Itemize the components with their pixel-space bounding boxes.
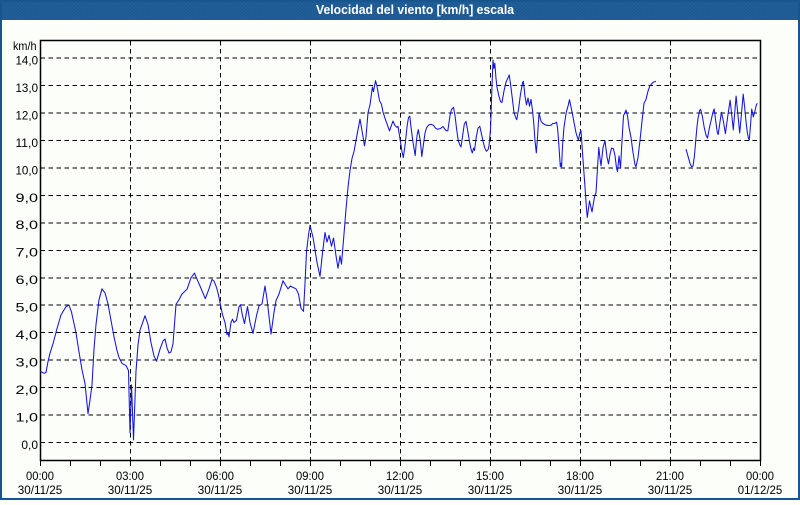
svg-text:4,0: 4,0	[16, 328, 39, 342]
svg-text:30/11/25: 30/11/25	[18, 483, 63, 497]
svg-text:11,0: 11,0	[16, 136, 39, 150]
svg-text:km/h: km/h	[13, 39, 37, 53]
svg-text:30/11/25: 30/11/25	[558, 483, 603, 497]
svg-text:30/11/25: 30/11/25	[378, 483, 423, 497]
svg-text:13,0: 13,0	[16, 81, 39, 95]
svg-text:30/11/25: 30/11/25	[648, 483, 693, 497]
svg-text:06:00: 06:00	[206, 469, 234, 483]
svg-text:14,0: 14,0	[16, 54, 39, 68]
svg-text:10,0: 10,0	[16, 163, 39, 177]
svg-text:7,0: 7,0	[16, 246, 39, 260]
svg-text:03:00: 03:00	[116, 469, 144, 483]
svg-text:Velocidad del viento [km/h] es: Velocidad del viento [km/h] escala	[316, 3, 515, 17]
svg-text:30/11/25: 30/11/25	[108, 483, 153, 497]
svg-text:30/11/25: 30/11/25	[288, 483, 333, 497]
svg-text:18:00: 18:00	[566, 469, 594, 483]
svg-text:12,0: 12,0	[16, 108, 39, 122]
svg-text:1,0: 1,0	[16, 410, 39, 424]
svg-text:5,0: 5,0	[16, 301, 39, 315]
svg-text:30/11/25: 30/11/25	[468, 483, 513, 497]
svg-text:01/12/25: 01/12/25	[738, 483, 783, 497]
svg-text:00:00: 00:00	[746, 469, 774, 483]
svg-text:6,0: 6,0	[16, 273, 39, 287]
svg-text:21:00: 21:00	[656, 469, 684, 483]
svg-text:15:00: 15:00	[476, 469, 504, 483]
svg-text:8,0: 8,0	[16, 218, 39, 232]
svg-text:9,0: 9,0	[16, 191, 39, 205]
svg-text:3,0: 3,0	[16, 355, 39, 369]
svg-text:30/11/25: 30/11/25	[198, 483, 243, 497]
svg-text:12:00: 12:00	[386, 469, 414, 483]
svg-text:09:00: 09:00	[296, 469, 324, 483]
svg-text:0,0: 0,0	[21, 438, 38, 452]
svg-text:00:00: 00:00	[26, 469, 54, 483]
svg-text:2,0: 2,0	[16, 383, 39, 397]
